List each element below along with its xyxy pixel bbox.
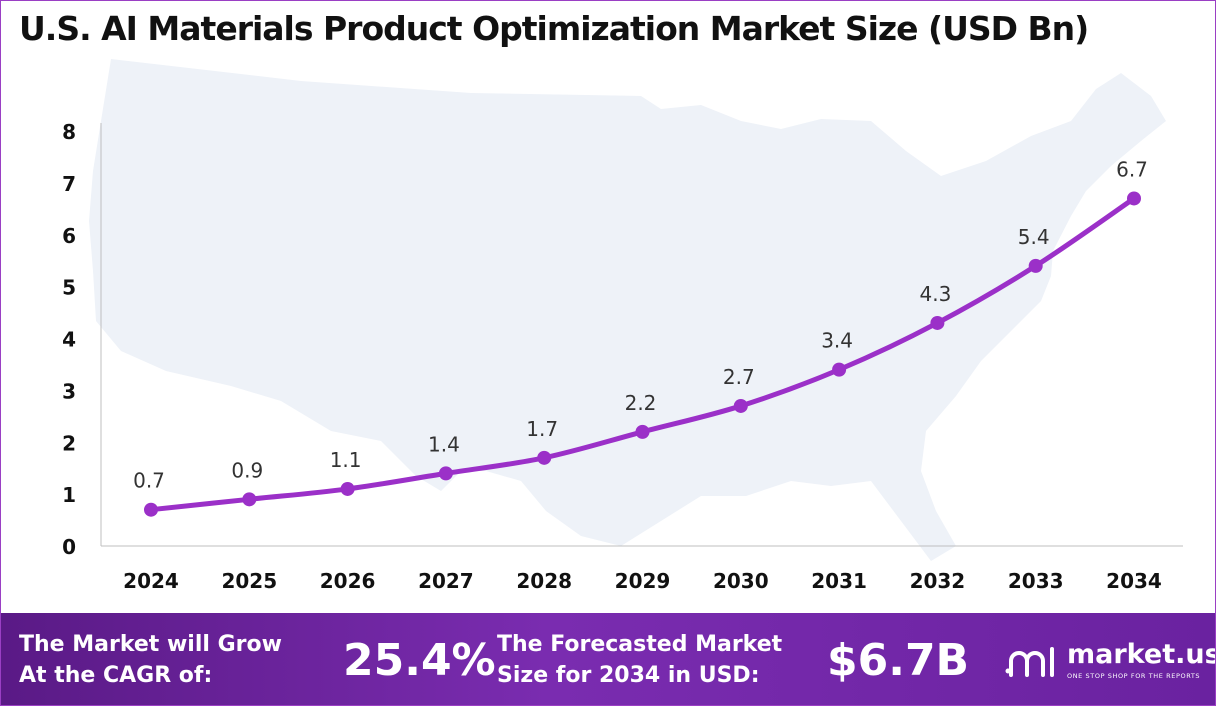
market-us-logo-icon [1005, 647, 1054, 677]
data-point [1127, 191, 1141, 206]
data-point [930, 315, 945, 330]
forecast-caption-line2: Size for 2034 in USD: [497, 663, 760, 688]
data-label: 1.1 [330, 448, 362, 472]
data-label: 3.4 [821, 329, 853, 353]
line-chart: 0 1 2 3 4 5 6 7 8 2024 2025 2026 2027 2028 2029 2030 203… [62, 59, 1183, 593]
x-tick-label: 2026 [320, 569, 376, 593]
data-point [1028, 258, 1043, 273]
us-map-background [89, 59, 1166, 561]
data-point [635, 424, 650, 439]
x-tick-label: 2024 [123, 569, 179, 593]
data-label: 4.3 [919, 282, 951, 306]
y-tick-label: 7 [62, 172, 76, 196]
data-label: 0.7 [133, 469, 165, 493]
x-tick-label: 2025 [221, 569, 277, 593]
x-tick-label: 2029 [615, 569, 671, 593]
y-tick-label: 0 [62, 535, 76, 559]
x-tick-label: 2031 [811, 569, 867, 593]
data-point [340, 481, 355, 496]
chart-title: U.S. AI Materials Product Optimization M… [19, 9, 1089, 48]
forecast-caption-line1: The Forecasted Market [497, 632, 783, 657]
data-label: 2.7 [723, 365, 755, 389]
y-tick-label: 3 [62, 379, 76, 403]
y-tick-label: 5 [62, 276, 76, 300]
forecast-value: $6.7B [827, 635, 970, 686]
x-tick-label: 2027 [418, 569, 474, 593]
forecast-caption: The Forecasted Market Size for 2034 in U… [497, 629, 782, 691]
logo-tagline: ONE STOP SHOP FOR THE REPORTS [1067, 672, 1201, 680]
series-line [148, 195, 1137, 513]
y-tick-label: 6 [62, 224, 76, 248]
y-tick-label: 8 [62, 120, 76, 144]
data-label: 2.2 [625, 391, 657, 415]
x-tick-label: 2033 [1008, 569, 1064, 593]
footer-banner: The Market will Grow At the CAGR of: 25.… [1, 613, 1215, 705]
data-point [438, 466, 453, 481]
data-point [832, 362, 847, 377]
data-label: 1.4 [428, 432, 460, 456]
cagr-caption-line1: The Market will Grow [19, 632, 282, 657]
x-tick-label: 2030 [713, 569, 769, 593]
data-point [242, 492, 257, 507]
y-tick-label: 2 [62, 431, 76, 455]
data-point [144, 502, 158, 517]
x-tick-label: 2034 [1106, 569, 1162, 593]
logo-name: market.us [1067, 639, 1216, 670]
data-label: 1.7 [526, 417, 558, 441]
y-tick-label: 1 [62, 483, 76, 507]
x-tick-label: 2032 [910, 569, 966, 593]
x-tick-label: 2028 [516, 569, 572, 593]
cagr-caption: The Market will Grow At the CAGR of: [19, 629, 282, 691]
cagr-caption-line2: At the CAGR of: [19, 663, 213, 688]
data-label: 5.4 [1018, 225, 1050, 249]
cagr-value: 25.4% [343, 635, 496, 686]
data-label: 0.9 [231, 458, 263, 482]
market-us-logo[interactable]: market.us ONE STOP SHOP FOR THE REPORTS [1005, 639, 1215, 683]
data-label: 6.7 [1116, 157, 1148, 181]
data-point [733, 398, 748, 413]
y-tick-label: 4 [62, 328, 76, 352]
data-point [537, 450, 552, 465]
